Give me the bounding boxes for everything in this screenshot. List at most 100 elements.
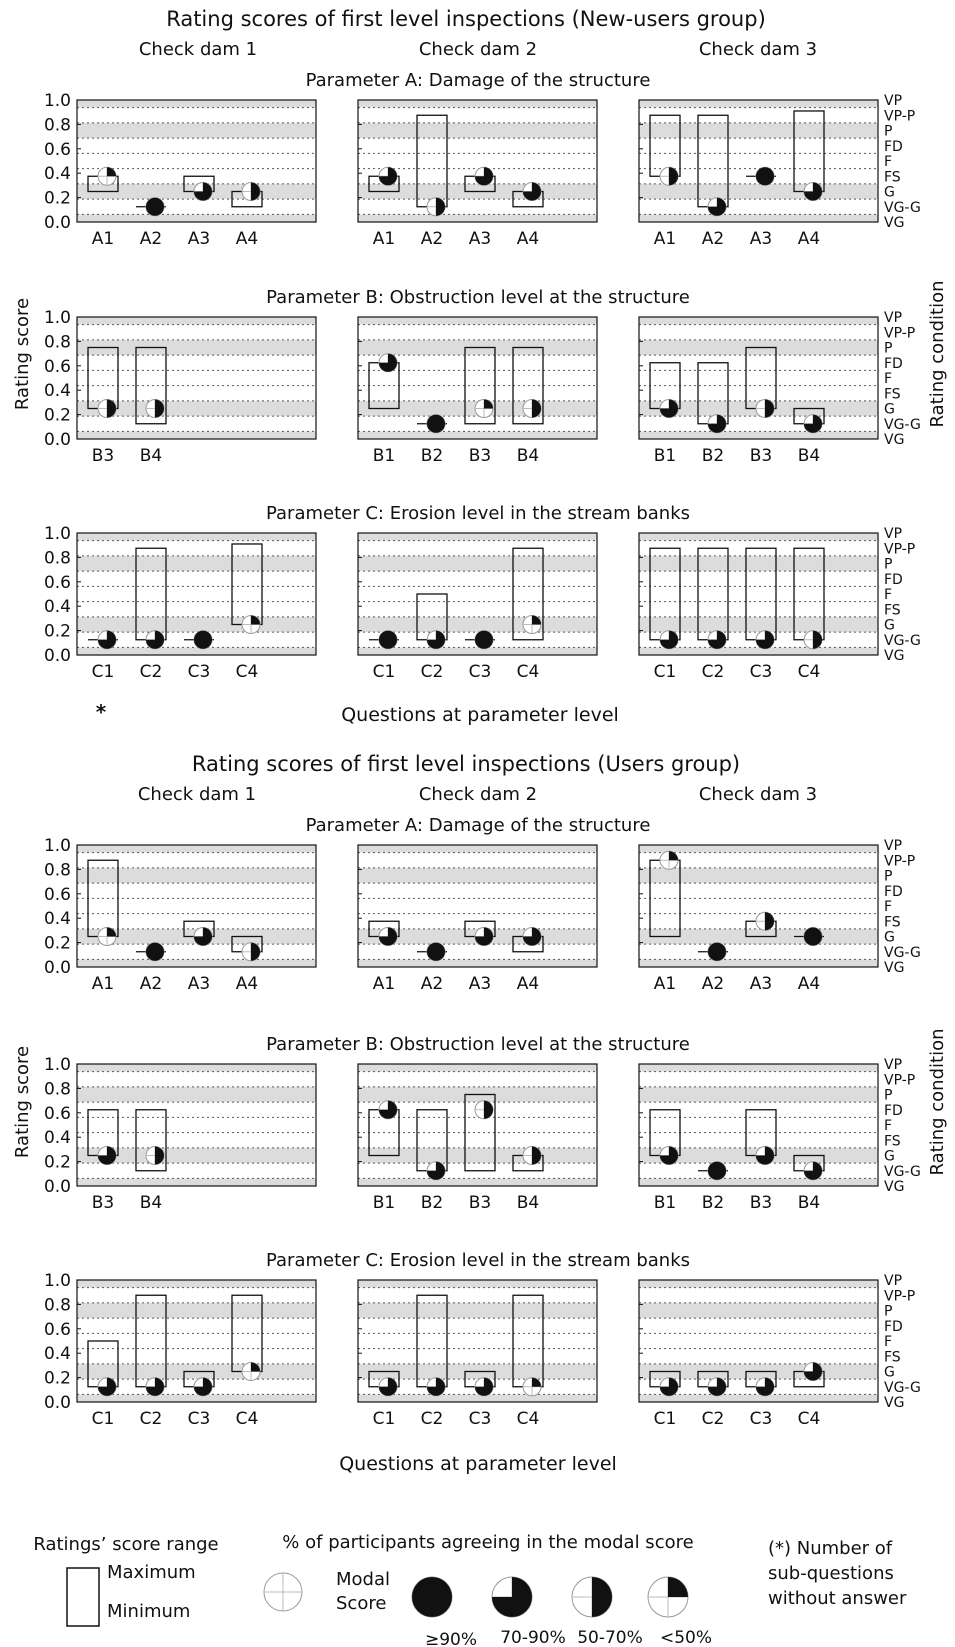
panel-frame [76,99,317,223]
condition-band [358,540,597,556]
category-label: B2 [702,446,724,466]
modal-score-marker [755,166,775,186]
asterisk-note: * [96,700,107,724]
rating-condition-label: FS [884,602,901,618]
modal-score-marker [755,1146,775,1165]
marker-fill [427,1377,446,1396]
condition-band [77,647,316,655]
y-axis-label: Rating score [12,1046,33,1158]
marker-fill [427,630,446,649]
category-label: C2 [421,1409,444,1429]
marker-fill [756,630,774,649]
panel-frame [638,1279,879,1403]
modal-score-marker [145,197,165,217]
category-label: C1 [373,1409,396,1429]
y-tick-label: 0.0 [44,1393,71,1413]
legend-level-label: ≥90% [425,1630,477,1647]
y-tick-label: 0.4 [44,1128,71,1148]
legend-minimum-label: Minimum [107,1601,190,1622]
chart-panel: B1 B2 B3 B4 [357,1063,598,1213]
condition-band [77,355,316,371]
rating-condition-label: VP-P [884,853,915,869]
column-title: Check dam 2 [419,784,537,805]
category-label: C2 [702,1409,725,1429]
y-tick-label: 0.4 [44,597,71,617]
y-tick-label: 0.0 [44,958,71,978]
y-tick-label: 0.4 [44,1344,71,1364]
modal-score-marker [426,1161,446,1181]
condition-band [358,883,597,899]
y-tick-label: 0.8 [44,860,71,880]
category-label: C4 [236,1409,259,1429]
condition-band [77,555,316,572]
modal-score-marker [193,182,213,201]
rating-condition-label: P [884,869,892,885]
marker-fill [804,1161,822,1180]
marker-fill [107,167,116,177]
modal-score-marker [97,1146,117,1165]
figure-title: Rating scores of first level inspections… [192,752,740,776]
rating-condition-label: FD [884,1319,903,1335]
rating-condition-label: VG [884,1179,904,1195]
modal-score-marker [707,197,727,217]
y-tick-label: 1.0 [44,308,71,328]
legend-level-label: <50% [660,1628,712,1647]
column-title: Check dam 1 [138,784,256,805]
condition-band [77,616,316,633]
panel-frame [638,532,879,656]
modal-score-marker [803,1161,823,1181]
marker-fill [668,1577,688,1597]
category-label: C4 [517,1409,540,1429]
category-label: C2 [421,662,444,682]
rating-condition-label: FS [884,386,901,402]
condition-band [639,616,878,633]
rating-condition-label: FD [884,356,903,372]
score-range-box [135,1109,167,1172]
modal-score-marker [193,630,213,650]
category-label: A4 [798,229,820,249]
condition-band [77,324,316,340]
condition-band [639,370,878,386]
condition-band [639,138,878,154]
rating-condition-label: G [884,185,895,201]
modal-score-marker [522,182,542,201]
marker-fill [379,927,397,946]
marker-fill [194,927,212,946]
condition-band [358,1394,597,1402]
category-label: C3 [750,662,773,682]
condition-band [358,214,597,222]
right-axis-label: Rating condition [927,1029,948,1176]
panel-frame [357,1063,598,1187]
category-label: C2 [702,662,725,682]
chart-panel: 1.0 0.8 0.6 0.4 0.2 0.0 B3 B4 [44,308,317,466]
condition-band [77,1287,316,1303]
rating-condition-label: VP-P [884,325,915,341]
y-tick-label: 1.0 [44,1055,71,1075]
modal-score-marker [145,942,165,962]
condition-band [639,317,878,325]
marker-fill [532,1146,541,1165]
y-tick-label: 0.6 [44,885,71,905]
condition-band [639,845,878,853]
y-tick-label: 0.2 [44,189,71,209]
category-label: C1 [92,1409,115,1429]
category-label: A1 [373,229,395,249]
marker-fill [379,630,397,649]
rating-condition-label: F [884,1334,892,1350]
category-label: A3 [469,974,491,994]
chart-panel: 1.0 0.8 0.6 0.4 0.2 0.0 A1 A2 A3 A4 [44,836,317,994]
condition-band [77,1132,316,1148]
marker-fill [660,630,678,649]
condition-band [358,533,597,541]
condition-band [358,317,597,325]
condition-band [77,416,316,432]
category-label: B3 [469,1193,491,1213]
y-tick-label: 0.0 [44,1177,71,1197]
condition-band [77,400,316,417]
modal-score-marker [97,166,117,186]
marker-fill [379,353,397,372]
category-label: B1 [373,446,395,466]
rating-condition-label: VG-G [884,945,921,961]
chart-panel: 1.0 0.8 0.6 0.4 0.2 0.0 A1 A2 A3 A4 [44,91,317,249]
